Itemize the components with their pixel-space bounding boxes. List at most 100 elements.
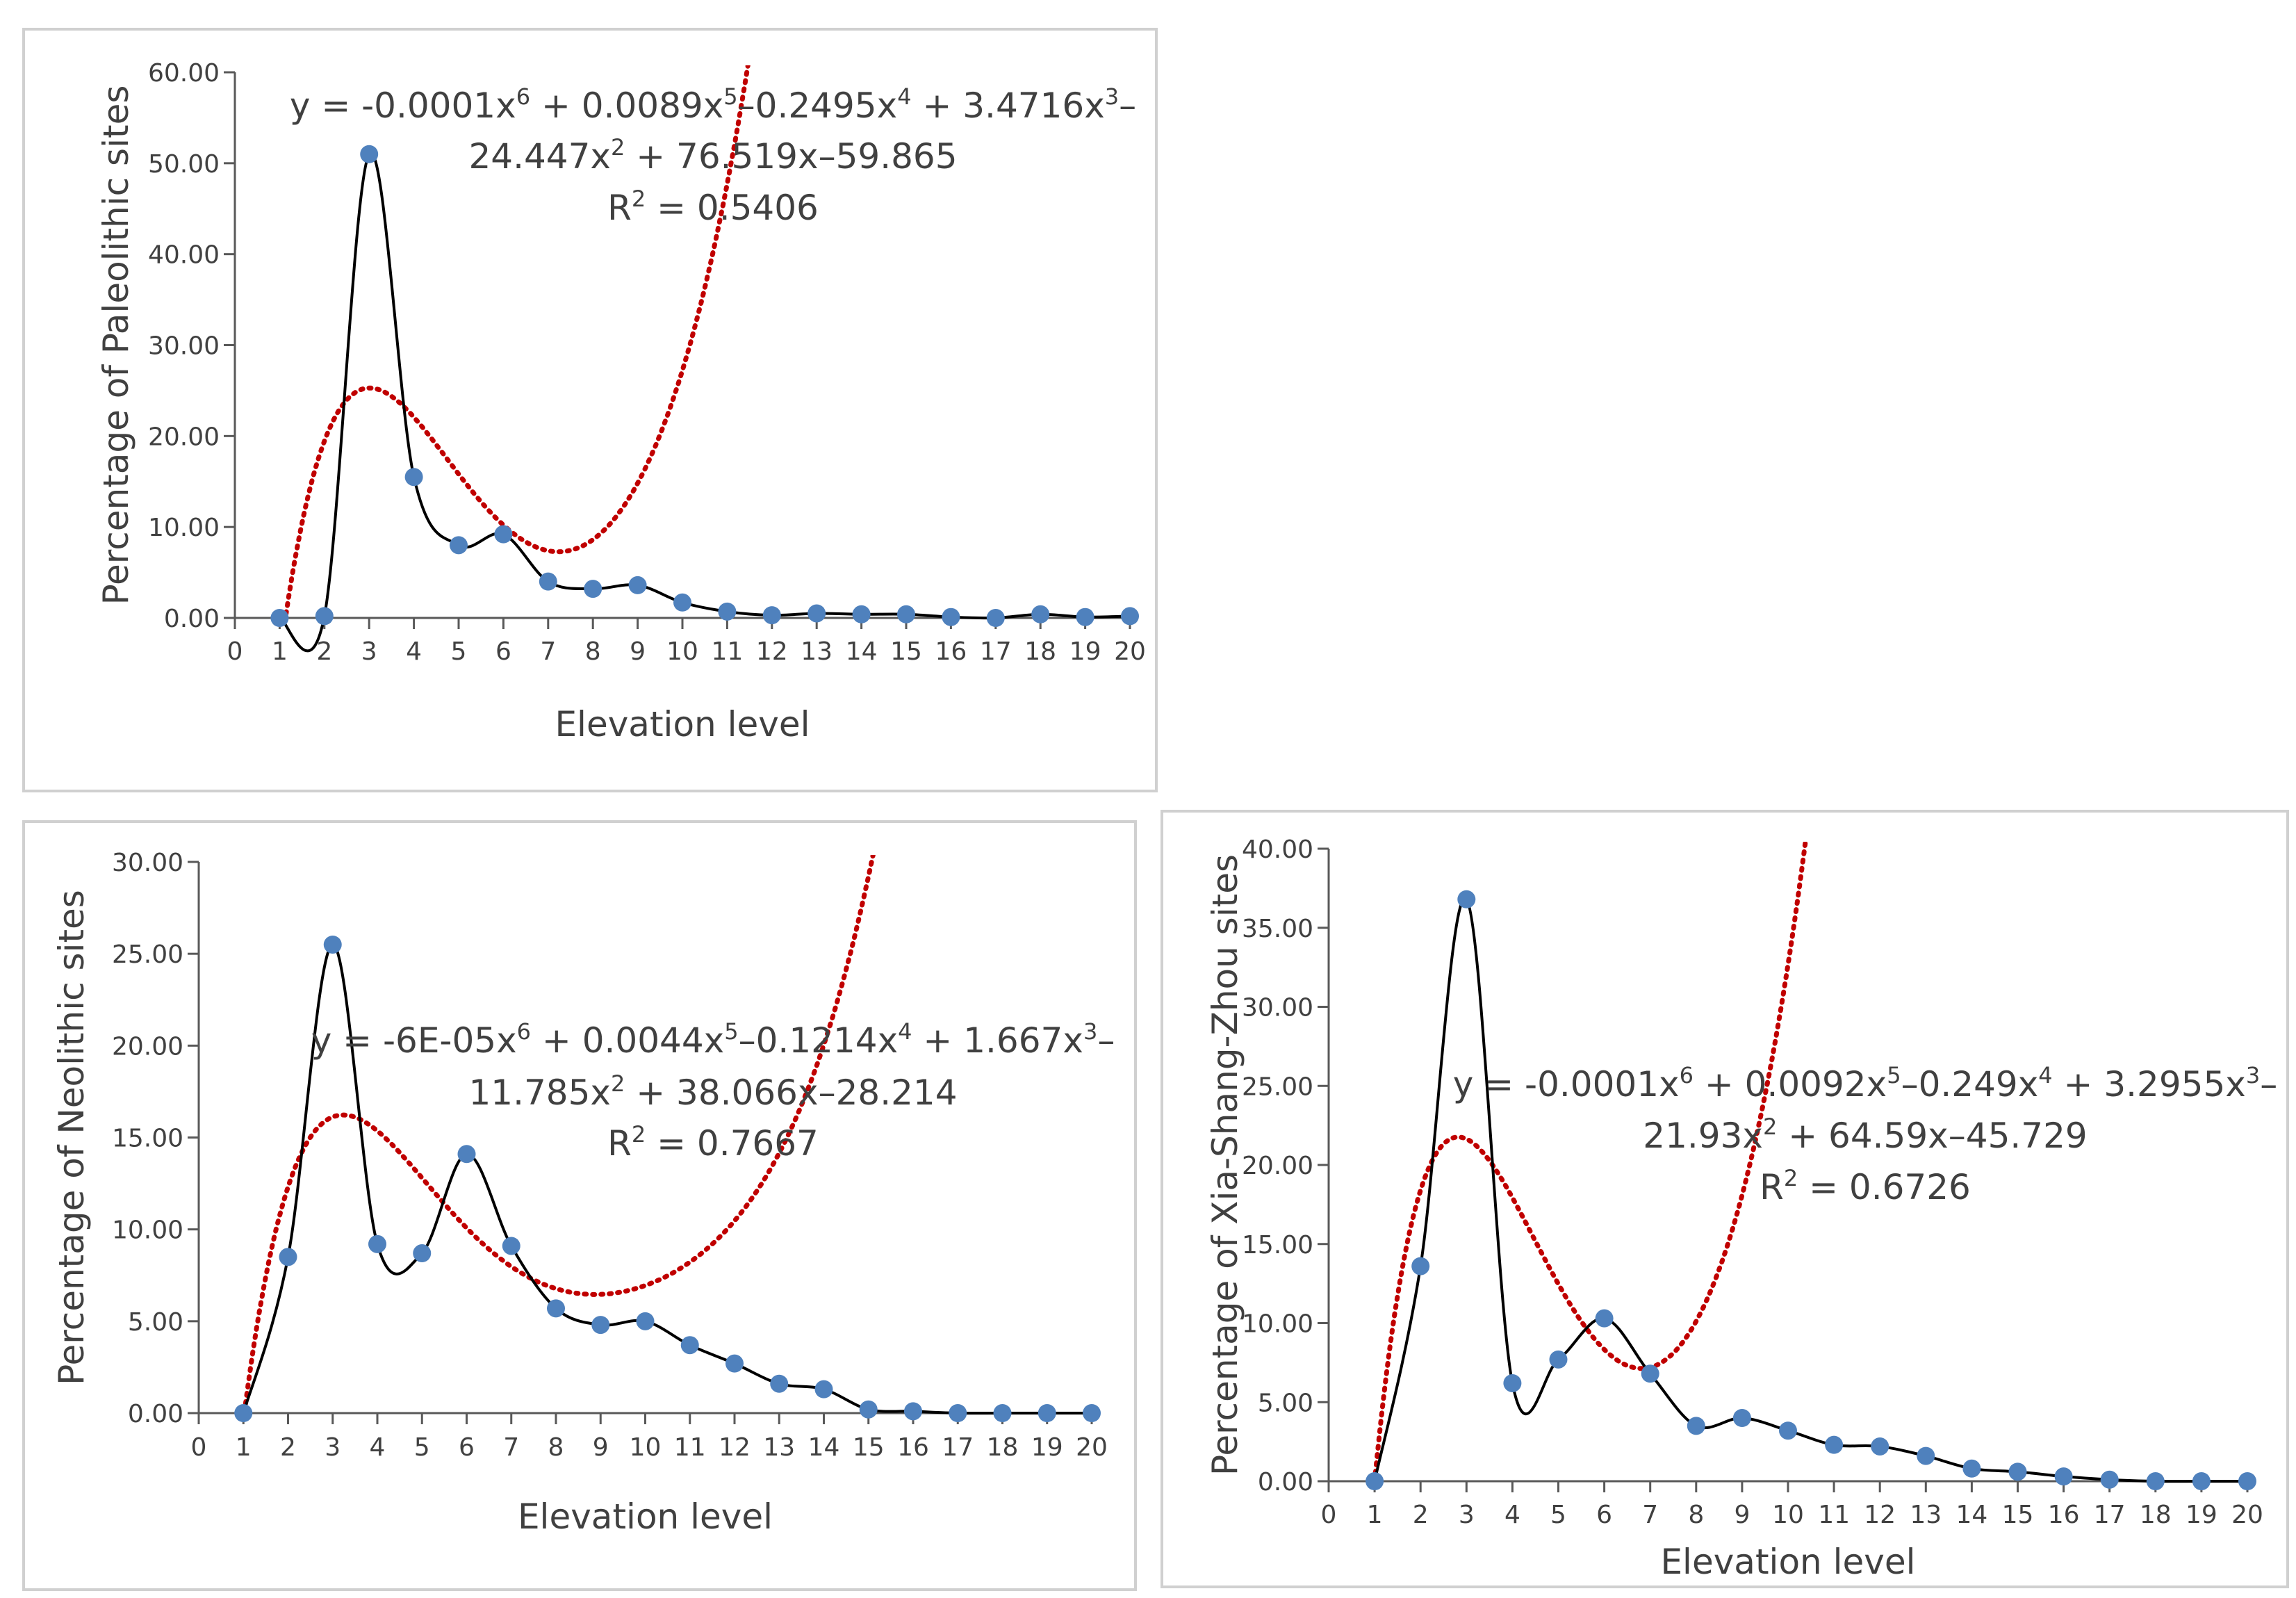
x-tick-label: 9: [630, 637, 646, 666]
x-tick-label: 11: [1818, 1501, 1850, 1529]
polynomial-trendline: [242, 855, 876, 1413]
data-point: [1779, 1421, 1797, 1440]
xia-shang-zhou-chart-panel: 0.00 5.00 10.00 15.00 20.00 25.00 30.00 35.00 40…: [1161, 810, 2289, 1588]
y-tick-label: 15.00: [1242, 1231, 1313, 1259]
y-tick-label: 40.00: [148, 241, 220, 270]
x-tick-label: 5: [451, 637, 467, 666]
data-point: [315, 607, 334, 626]
x-tick-label: 17: [942, 1433, 974, 1462]
data-point: [762, 606, 781, 625]
data-point: [993, 1404, 1012, 1422]
data-point: [2238, 1472, 2256, 1490]
data-point: [1083, 1404, 1101, 1422]
x-axis-title: Elevation level: [518, 1497, 773, 1537]
data-point: [584, 580, 602, 598]
y-tick-label: 10.00: [148, 514, 220, 542]
data-point: [1411, 1257, 1430, 1275]
data-point: [360, 145, 379, 163]
trendline-equation-line1: y = -0.0001x6 + 0.0089x5–0.2495x4 + 3.47…: [290, 83, 1136, 126]
y-tick-label: 35.00: [1242, 915, 1313, 943]
data-point: [986, 609, 1005, 627]
y-tick-label: 30.00: [112, 849, 183, 877]
x-tick-label: 16: [897, 1433, 929, 1462]
x-tick-label: 8: [585, 637, 601, 666]
x-tick-label: 6: [495, 637, 511, 666]
data-point: [770, 1374, 789, 1393]
data-point: [494, 525, 513, 544]
x-tick-label: 16: [935, 637, 967, 666]
y-tick-label: 40.00: [1242, 835, 1313, 864]
xia-shang-zhou-chart: 0.005.0010.0015.0020.0025.0030.0035.0040…: [1205, 835, 2278, 1582]
x-tick-label: 18: [987, 1433, 1019, 1462]
data-point: [904, 1402, 922, 1421]
trendline-equation-line2: 24.447x2 + 76.519x–59.865: [468, 134, 957, 177]
x-tick-label: 9: [1734, 1501, 1750, 1529]
data-point: [404, 468, 423, 487]
data-point: [2054, 1467, 2073, 1486]
data-point: [2008, 1462, 2027, 1481]
y-tick-label: 30.00: [148, 332, 220, 361]
x-tick-label: 0: [191, 1433, 207, 1462]
series-line: [242, 943, 1092, 1415]
x-tick-label: 7: [1642, 1501, 1658, 1529]
x-tick-label: 17: [2094, 1501, 2126, 1529]
y-tick-label: 0.00: [164, 605, 220, 633]
x-tick-label: 8: [548, 1433, 564, 1462]
data-point: [323, 935, 342, 954]
data-point: [1641, 1364, 1659, 1383]
data-point: [718, 602, 737, 621]
y-tick-label: 0.00: [128, 1400, 183, 1428]
y-tick-label: 5.00: [1258, 1389, 1313, 1417]
x-axis-title: Elevation level: [1660, 1542, 1915, 1582]
y-tick-label: 60.00: [148, 59, 220, 88]
neolithic-chart-panel: 0.00 5.00 10.00 15.00 20.00 25.00 30.00 0 1 2 3 4 5 6…: [22, 820, 1137, 1591]
data-point: [1121, 607, 1139, 626]
data-point: [1687, 1417, 1705, 1435]
y-axis-title: Percentage of Paleolithic sites: [96, 85, 136, 605]
x-tick-label: 3: [325, 1433, 341, 1462]
x-tick-label: 19: [1031, 1433, 1063, 1462]
y-tick-label: 25.00: [1242, 1073, 1313, 1101]
data-point: [942, 608, 960, 626]
data-point: [234, 1404, 253, 1422]
data-point: [949, 1404, 967, 1422]
data-point: [413, 1244, 432, 1263]
data-point: [852, 605, 871, 623]
x-tick-label: 15: [853, 1433, 885, 1462]
x-tick-label: 16: [2048, 1501, 2080, 1529]
x-tick-label: 4: [370, 1433, 386, 1462]
data-point: [636, 1312, 655, 1330]
x-tick-label: 4: [1504, 1501, 1520, 1529]
x-tick-label: 3: [1459, 1501, 1475, 1529]
data-point: [1595, 1309, 1614, 1328]
y-tick-label: 0.00: [1258, 1468, 1313, 1497]
x-tick-label: 4: [406, 637, 422, 666]
data-point: [2100, 1470, 2119, 1489]
x-tick-label: 10: [1772, 1501, 1804, 1529]
x-tick-label: 19: [2186, 1501, 2217, 1529]
x-tick-label: 15: [2002, 1501, 2034, 1529]
y-tick-label: 50.00: [148, 150, 220, 179]
x-tick-label: 14: [1955, 1501, 1987, 1529]
x-tick-label: 7: [503, 1433, 519, 1462]
data-point: [628, 576, 647, 594]
x-tick-label: 20: [1114, 637, 1146, 666]
x-tick-label: 19: [1069, 637, 1101, 666]
y-tick-label: 5.00: [128, 1308, 183, 1337]
polynomial-trendline: [283, 65, 751, 618]
r-squared-label: R2 = 0.5406: [607, 186, 819, 228]
data-point: [270, 609, 289, 627]
data-point: [1962, 1459, 1981, 1478]
data-point: [1871, 1437, 1889, 1456]
x-tick-label: 11: [674, 1433, 706, 1462]
x-tick-label: 5: [1550, 1501, 1566, 1529]
trendline-equation-line1: y = -0.0001x6 + 0.0092x5–0.249x4 + 3.295…: [1453, 1062, 2278, 1104]
y-tick-label: 20.00: [1242, 1152, 1313, 1180]
trendline-equation-line1: y = -6E-05x6 + 0.0044x5–0.1214x4 + 1.667…: [311, 1018, 1115, 1061]
data-point: [1825, 1435, 1844, 1454]
trendline-equation-line2: 11.785x2 + 38.066x–28.214: [468, 1070, 957, 1113]
x-tick-label: 1: [236, 1433, 252, 1462]
x-tick-label: 14: [808, 1433, 840, 1462]
